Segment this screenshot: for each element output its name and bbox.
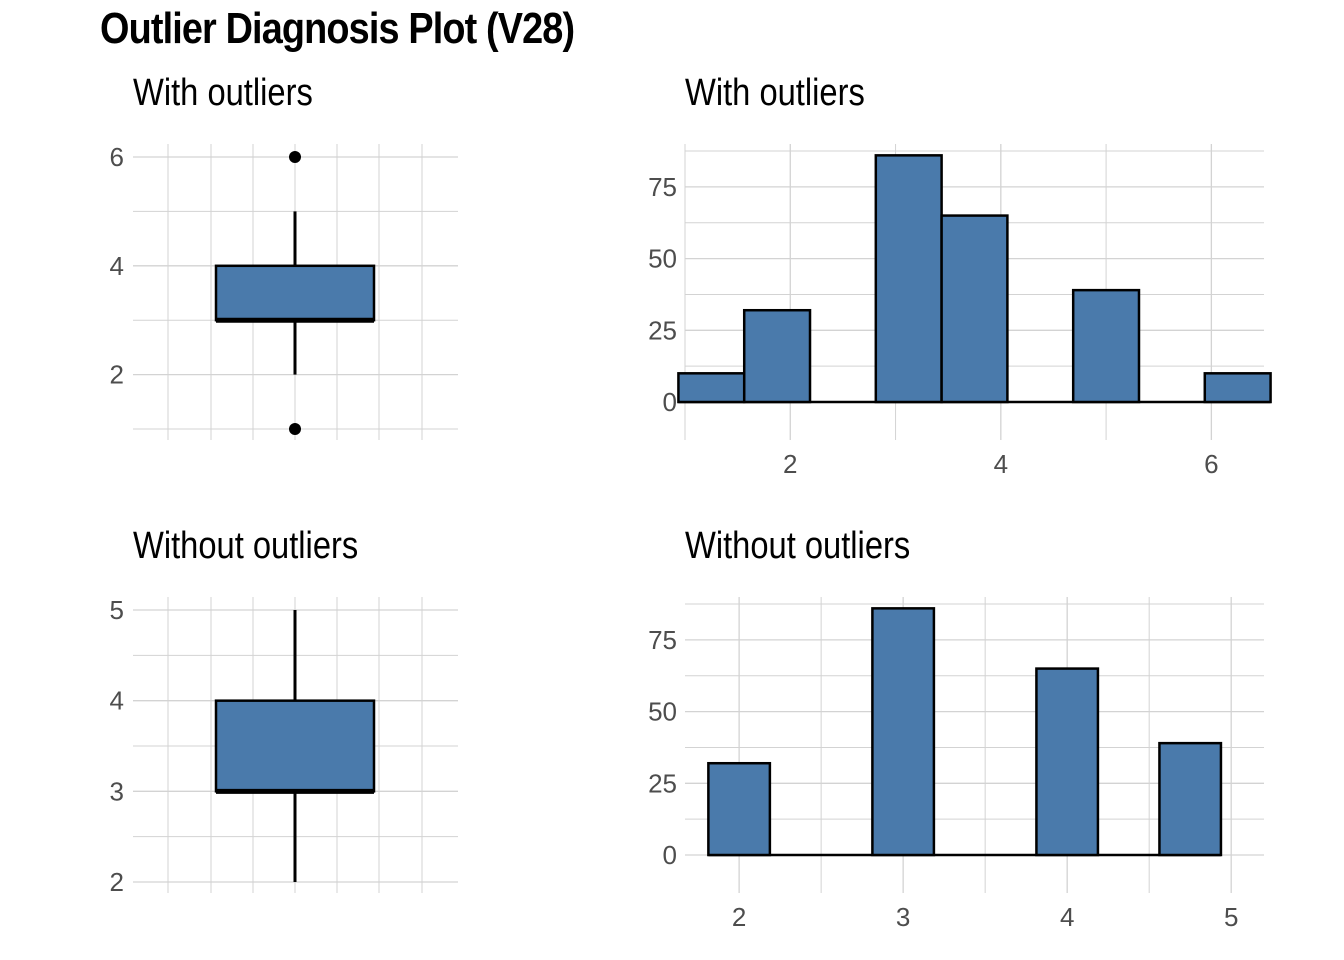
outlier-point <box>289 423 301 435</box>
y-tick-label: 25 <box>648 315 677 345</box>
boxplot-with-outliers-title: With outliers <box>133 72 313 114</box>
box-iqr <box>214 264 376 322</box>
y-tick-label: 2 <box>110 867 124 897</box>
histogram-bar <box>871 607 936 857</box>
y-tick-label: 4 <box>110 686 124 716</box>
histogram-bar <box>874 154 943 404</box>
boxplot-without-outliers-title: Without outliers <box>133 525 359 567</box>
y-tick-label: 3 <box>110 776 124 806</box>
histogram-bar <box>1158 741 1223 857</box>
x-tick-label: 5 <box>1224 902 1238 932</box>
histogram-bar <box>1035 667 1100 857</box>
histogram-with-outliers-title: With outliers <box>685 72 865 114</box>
y-tick-label: 6 <box>110 142 124 172</box>
boxplot-without-outliers: 2 3 4 5 <box>110 595 458 897</box>
histogram-bar <box>677 372 746 404</box>
y-tick-label: 75 <box>648 625 677 655</box>
y-tick-label: 50 <box>648 244 677 274</box>
y-tick-label: 0 <box>663 840 677 870</box>
histogram-without-outliers: 0 25 50 75 2 3 4 5 <box>648 597 1264 932</box>
histogram-with-outliers: 0 25 50 75 2 4 6 <box>648 144 1272 479</box>
x-tick-label: 2 <box>732 902 746 932</box>
page-title: Outlier Diagnosis Plot (V28) <box>100 4 575 53</box>
box-iqr <box>214 699 376 793</box>
x-tick-label: 4 <box>1060 902 1074 932</box>
boxplot-with-outliers: 2 4 6 <box>110 142 458 440</box>
x-tick-label: 6 <box>1204 449 1218 479</box>
y-tick-label: 50 <box>648 697 677 727</box>
x-tick-label: 4 <box>994 449 1008 479</box>
histogram-bar <box>940 214 1009 404</box>
outlier-point <box>289 151 301 163</box>
histogram-bar <box>1071 288 1141 404</box>
histogram-without-outliers-title: Without outliers <box>685 525 911 567</box>
y-tick-label: 2 <box>110 360 124 390</box>
y-tick-label: 5 <box>110 595 124 625</box>
y-tick-label: 0 <box>663 387 677 417</box>
y-tick-label: 4 <box>110 251 124 281</box>
y-tick-label: 75 <box>648 172 677 202</box>
y-tick-label: 25 <box>648 768 677 798</box>
x-tick-label: 3 <box>896 902 910 932</box>
histogram-bar <box>707 761 772 857</box>
x-tick-label: 2 <box>783 449 797 479</box>
histogram-bar <box>742 308 812 404</box>
histogram-bar <box>1203 372 1272 404</box>
